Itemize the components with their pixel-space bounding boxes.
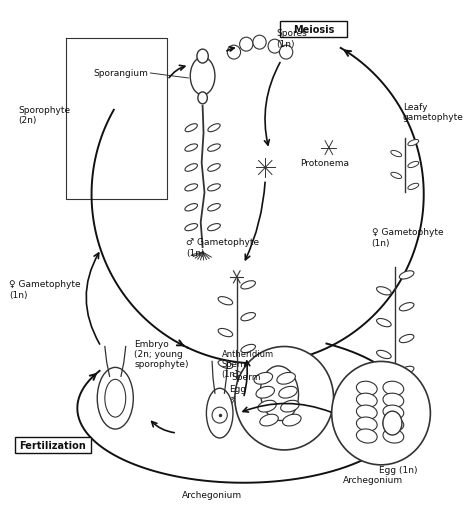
Text: Archegonium: Archegonium (343, 475, 403, 484)
Text: Sporangium: Sporangium (94, 69, 148, 78)
Circle shape (227, 46, 241, 60)
Ellipse shape (241, 345, 255, 353)
Circle shape (332, 362, 430, 465)
Ellipse shape (383, 411, 402, 435)
Ellipse shape (356, 405, 377, 419)
Ellipse shape (281, 401, 299, 412)
Ellipse shape (260, 414, 278, 426)
Ellipse shape (241, 377, 255, 385)
Ellipse shape (376, 382, 391, 390)
Ellipse shape (185, 184, 198, 191)
Text: Meiosis: Meiosis (293, 25, 334, 35)
Ellipse shape (241, 313, 255, 321)
Text: Sporophyte
(2n): Sporophyte (2n) (18, 106, 71, 125)
Ellipse shape (376, 319, 391, 327)
Ellipse shape (400, 271, 414, 279)
Ellipse shape (241, 281, 255, 290)
Ellipse shape (190, 58, 215, 96)
Ellipse shape (376, 287, 391, 295)
Text: Sperm: Sperm (231, 372, 261, 381)
Circle shape (235, 347, 334, 450)
Ellipse shape (197, 50, 208, 64)
Ellipse shape (383, 405, 404, 419)
Ellipse shape (400, 335, 414, 343)
Ellipse shape (408, 140, 419, 147)
Ellipse shape (185, 224, 198, 231)
Ellipse shape (258, 401, 276, 412)
Ellipse shape (198, 93, 207, 105)
Ellipse shape (356, 393, 377, 408)
Circle shape (280, 46, 293, 60)
Text: ♂ Gametophyte
(1n): ♂ Gametophyte (1n) (186, 238, 260, 257)
Ellipse shape (254, 373, 273, 384)
Circle shape (268, 40, 282, 54)
Ellipse shape (260, 366, 299, 421)
Text: Spores
(1n): Spores (1n) (277, 30, 307, 49)
Ellipse shape (208, 184, 220, 191)
Ellipse shape (185, 145, 198, 152)
Ellipse shape (208, 125, 220, 132)
Text: Egg: Egg (229, 384, 246, 393)
Circle shape (253, 36, 266, 50)
Ellipse shape (400, 366, 414, 375)
Ellipse shape (356, 417, 377, 431)
Ellipse shape (391, 151, 401, 157)
Text: Egg (1n): Egg (1n) (379, 465, 418, 474)
Circle shape (212, 407, 227, 423)
Ellipse shape (218, 329, 233, 337)
Ellipse shape (208, 164, 220, 172)
Ellipse shape (383, 393, 404, 408)
Ellipse shape (391, 173, 401, 179)
Ellipse shape (208, 204, 220, 212)
Text: Leafy
gametophyte: Leafy gametophyte (403, 103, 464, 122)
Ellipse shape (356, 381, 377, 395)
Ellipse shape (383, 381, 404, 395)
Ellipse shape (208, 145, 220, 152)
Ellipse shape (383, 417, 404, 431)
Ellipse shape (356, 429, 377, 443)
Text: ♀ Gametophyte
(1n): ♀ Gametophyte (1n) (372, 228, 443, 247)
Text: Antheridium
Sperm
(1n): Antheridium Sperm (1n) (221, 349, 273, 379)
Ellipse shape (97, 367, 133, 429)
Ellipse shape (400, 303, 414, 311)
Ellipse shape (218, 360, 233, 369)
Text: Archegonium: Archegonium (182, 490, 242, 499)
Ellipse shape (105, 380, 126, 417)
Ellipse shape (376, 351, 391, 359)
Ellipse shape (408, 184, 419, 190)
Ellipse shape (206, 388, 233, 438)
FancyBboxPatch shape (15, 437, 91, 453)
Circle shape (240, 38, 253, 52)
Text: ♀ Gametophyte
(1n): ♀ Gametophyte (1n) (9, 279, 81, 299)
Ellipse shape (185, 204, 198, 212)
Ellipse shape (277, 373, 295, 384)
FancyBboxPatch shape (281, 22, 347, 38)
Ellipse shape (279, 387, 297, 399)
Ellipse shape (283, 414, 301, 426)
Ellipse shape (218, 297, 233, 305)
Text: Protonema: Protonema (301, 159, 349, 167)
Ellipse shape (208, 224, 220, 231)
Text: Embryo
(2n; young
sporophyte): Embryo (2n; young sporophyte) (134, 339, 189, 369)
Text: Fertilization: Fertilization (19, 440, 86, 450)
Ellipse shape (408, 162, 419, 168)
Ellipse shape (383, 429, 404, 443)
Ellipse shape (256, 387, 274, 399)
Ellipse shape (185, 125, 197, 132)
Ellipse shape (185, 164, 198, 172)
